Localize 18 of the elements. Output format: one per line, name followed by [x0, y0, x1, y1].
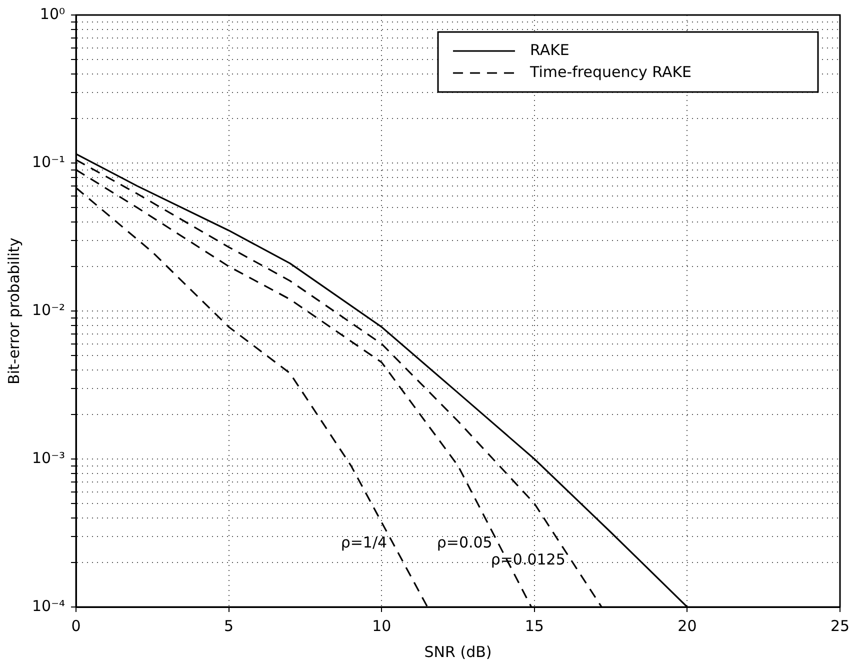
annotation: ρ=0.0125 — [490, 550, 566, 568]
legend-label: Time-frequency RAKE — [529, 62, 692, 81]
y-tick-label: 10⁻⁴ — [32, 596, 66, 615]
x-tick-label: 0 — [71, 616, 81, 635]
x-tick-label: 5 — [224, 616, 234, 635]
y-tick-label: 10⁻¹ — [32, 152, 66, 171]
annotation: ρ=0.05 — [436, 533, 492, 552]
y-tick-label: 10⁻³ — [32, 448, 66, 467]
y-tick-label: 10⁻² — [32, 300, 66, 319]
y-tick-label: 10⁰ — [40, 4, 66, 23]
annotation: ρ=1/4 — [340, 533, 388, 552]
x-axis-title: SNR (dB) — [424, 642, 492, 661]
x-tick-label: 10 — [372, 616, 392, 635]
x-tick-label: 15 — [524, 616, 544, 635]
x-tick-label: 20 — [678, 616, 697, 635]
x-tick-label: 25 — [830, 616, 850, 635]
legend-label: RAKE — [530, 40, 570, 59]
y-axis-title: Bit-error probability — [4, 237, 23, 384]
